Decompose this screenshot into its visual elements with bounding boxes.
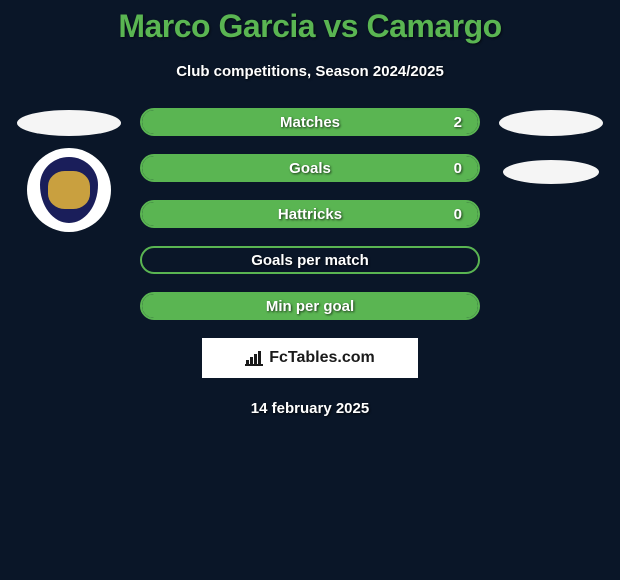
stat-value: 2 [454,114,462,131]
stat-value: 0 [454,206,462,223]
stat-label: Goals per match [142,252,478,269]
left-player-col [14,108,124,232]
stats-column: Matches 2 Goals 0 Hattricks 0 Goals per … [140,108,480,320]
stat-row-matches: Matches 2 [140,108,480,136]
stat-row-goals: Goals 0 [140,154,480,182]
stat-label: Matches [142,114,478,131]
stat-row-min-per-goal: Min per goal [140,292,480,320]
main-row: Matches 2 Goals 0 Hattricks 0 Goals per … [0,108,620,320]
stat-label: Goals [142,160,478,177]
page-title: Marco Garcia vs Camargo [0,8,620,45]
stat-value: 0 [454,160,462,177]
card-container: Marco Garcia vs Camargo Club competition… [0,0,620,417]
left-flag-icon [17,110,121,136]
right-secondary-ellipse-icon [503,160,599,184]
left-club-badge [27,148,111,232]
pumas-badge-inner-icon [48,171,90,209]
stat-row-goals-per-match: Goals per match [140,246,480,274]
stat-label: Min per goal [142,298,478,315]
subtitle: Club competitions, Season 2024/2025 [0,63,620,80]
right-flag-icon [499,110,603,136]
stat-row-hattricks: Hattricks 0 [140,200,480,228]
date-text: 14 february 2025 [0,400,620,417]
pumas-badge-icon [40,157,98,223]
brand-box[interactable]: FcTables.com [202,338,418,378]
bar-chart-icon [245,350,263,366]
stat-label: Hattricks [142,206,478,223]
right-player-col [496,108,606,184]
brand-text: FcTables.com [269,349,375,367]
